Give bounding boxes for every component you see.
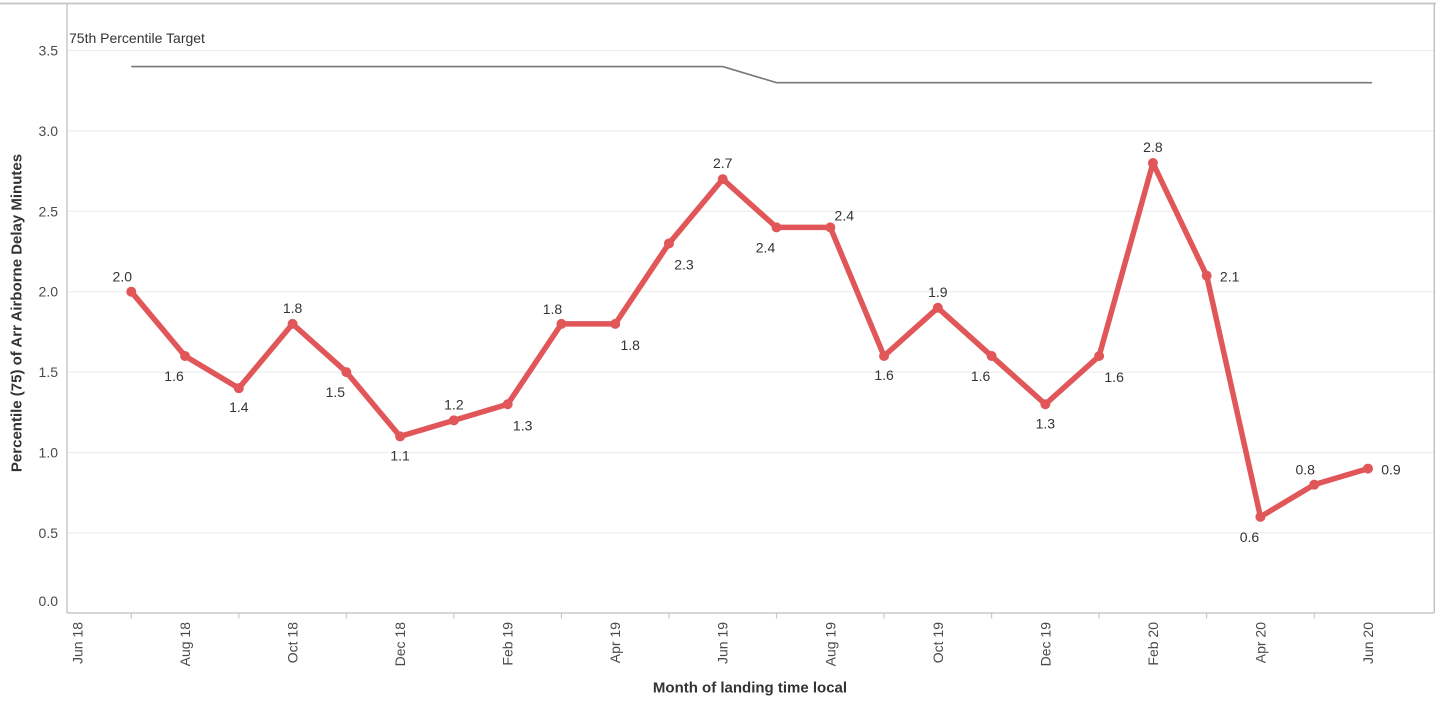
- x-axis-title: Month of landing time local: [652, 679, 848, 697]
- data-label: 0.9: [1381, 462, 1401, 478]
- y-tick-label: 3.5: [39, 43, 59, 59]
- x-tick-label: Jun 20: [1360, 622, 1376, 664]
- x-tick-label: Apr 20: [1252, 622, 1268, 663]
- data-label: 1.8: [543, 301, 563, 317]
- y-axis-title: Percentile (75) of Arr Airborne Delay Mi…: [8, 153, 26, 473]
- x-tick-label: Oct 19: [930, 622, 946, 663]
- x-tick-label: Aug 19: [822, 622, 838, 667]
- data-point-apr-20[interactable]: [1255, 511, 1266, 522]
- data-point-jan-19[interactable]: [448, 415, 459, 426]
- data-point-mar-19[interactable]: [556, 318, 567, 329]
- y-tick-label: 0.0: [39, 593, 59, 609]
- data-label: 1.6: [874, 367, 894, 383]
- y-tick-label: 2.0: [39, 284, 59, 300]
- x-tick-label: Aug 18: [177, 622, 193, 667]
- data-point-sep-19[interactable]: [879, 351, 890, 362]
- data-point-oct-19[interactable]: [932, 302, 943, 313]
- y-tick-label: 1.5: [39, 364, 59, 380]
- data-point-mar-20[interactable]: [1201, 270, 1212, 281]
- data-label: 1.2: [444, 396, 464, 412]
- data-label: 0.6: [1240, 529, 1260, 545]
- x-tick-label: Feb 19: [500, 622, 516, 666]
- data-point-nov-18[interactable]: [341, 367, 352, 378]
- data-label: 2.7: [713, 155, 733, 171]
- target-reference-line: [131, 65, 1372, 84]
- delay-trend-line[interactable]: [128, 160, 1371, 520]
- data-label: 1.5: [326, 384, 346, 400]
- data-point-jan-20[interactable]: [1094, 351, 1105, 362]
- data-point-jul-19[interactable]: [771, 222, 782, 233]
- data-label: 2.4: [756, 239, 776, 255]
- data-point-dec-19[interactable]: [1040, 399, 1051, 410]
- data-point-oct-18[interactable]: [287, 318, 298, 329]
- x-tick-label: Feb 20: [1145, 622, 1161, 666]
- x-tick-label: Jun 18: [70, 622, 86, 664]
- x-tick-label: Jun 19: [715, 622, 731, 664]
- data-point-jun-20[interactable]: [1362, 463, 1373, 474]
- data-label: 1.8: [620, 337, 640, 353]
- data-label: 2.3: [674, 256, 694, 272]
- data-point-dec-18[interactable]: [395, 431, 406, 442]
- data-label: 2.4: [835, 207, 855, 223]
- data-point-apr-19[interactable]: [610, 318, 621, 329]
- data-label: 1.3: [1036, 415, 1056, 431]
- y-tick-label: 1.0: [39, 445, 59, 461]
- data-point-sep-18[interactable]: [233, 383, 244, 394]
- x-tick-label: Dec 18: [392, 622, 408, 667]
- data-point-aug-19[interactable]: [825, 222, 836, 233]
- x-tick-label: Oct 18: [285, 622, 301, 663]
- data-point-may-20[interactable]: [1309, 479, 1320, 490]
- data-point-feb-19[interactable]: [502, 399, 513, 410]
- data-label: 1.4: [229, 399, 249, 415]
- data-label: 2.8: [1143, 139, 1163, 155]
- data-point-jul-18[interactable]: [126, 286, 137, 297]
- x-tick-label: Dec 19: [1037, 622, 1053, 667]
- data-point-jun-19[interactable]: [717, 174, 728, 185]
- data-label: 1.6: [971, 368, 991, 384]
- reference-line-label: 75th Percentile Target: [69, 30, 205, 46]
- data-label: 2.1: [1220, 269, 1240, 285]
- x-tick-label: Apr 19: [607, 622, 623, 663]
- data-label: 1.9: [928, 284, 948, 300]
- data-point-nov-19[interactable]: [986, 351, 997, 362]
- data-label: 0.8: [1295, 462, 1315, 478]
- data-point-aug-18[interactable]: [180, 351, 191, 362]
- data-label: 1.1: [390, 447, 410, 463]
- y-tick-label: 2.5: [39, 203, 59, 219]
- data-label: 1.6: [164, 368, 184, 384]
- data-label: 1.6: [1104, 369, 1124, 385]
- data-label: 1.8: [283, 300, 303, 316]
- data-label: 2.0: [113, 269, 133, 285]
- data-point-may-19[interactable]: [663, 238, 674, 249]
- y-tick-label: 0.5: [39, 525, 59, 541]
- y-tick-label: 3.0: [39, 123, 59, 139]
- data-label: 1.3: [513, 417, 533, 433]
- data-point-feb-20[interactable]: [1147, 158, 1158, 169]
